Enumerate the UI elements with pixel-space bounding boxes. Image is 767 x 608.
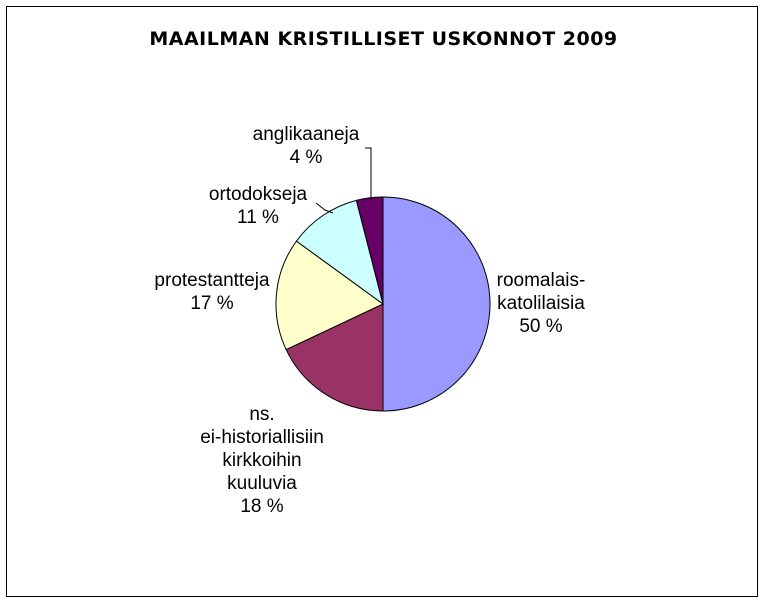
pie-slice-0 (382, 196, 491, 412)
chart-title: MAAILMAN KRISTILLISET USKONNOT 2009 (149, 28, 618, 50)
slice-label-4: anglikaaneja 4 % (253, 124, 360, 168)
leader-lines (315, 147, 372, 214)
slice-label-line: roomalais- (497, 270, 586, 291)
pie-slice-1 (285, 303, 384, 412)
slice-label-line: ortodokseja (209, 184, 308, 205)
slice-label-2: protestantteja 17 % (154, 270, 270, 314)
slice-label-line: 17 % (190, 293, 233, 314)
slice-label-line: 18 % (240, 496, 283, 517)
leader-line-4 (365, 147, 372, 200)
pie-slice-2 (275, 240, 384, 351)
slice-label-line: ns. (249, 404, 274, 425)
slice-label-line: 11 % (237, 207, 279, 228)
pie-slice-4 (355, 196, 384, 305)
slice-label-line: katolilaisia (497, 293, 585, 314)
slice-label-0: roomalais-katolilaisia 50 % (497, 270, 586, 337)
slice-label-line: 4 % (290, 147, 323, 168)
slice-label-line: kirkkoihin (222, 450, 301, 471)
slice-label-line: 50 % (519, 316, 562, 337)
slice-label-line: kuuluvia (227, 473, 297, 494)
pie-slice-3 (295, 199, 384, 306)
slice-label-3: ortodokseja 11 % (209, 184, 308, 228)
slice-label-line: ei-historiallisiin (200, 427, 324, 448)
slice-labels: roomalais-katolilaisia 50 % ns. ei-historia… (154, 124, 585, 517)
pie-slices (275, 196, 491, 412)
slice-label-1: ns. ei-historiallisiin kirkkoihin kuuluvia 1… (200, 404, 324, 517)
slice-label-line: protestantteja (154, 270, 270, 291)
leader-line-3 (315, 202, 334, 214)
slice-label-line: anglikaaneja (253, 124, 360, 145)
